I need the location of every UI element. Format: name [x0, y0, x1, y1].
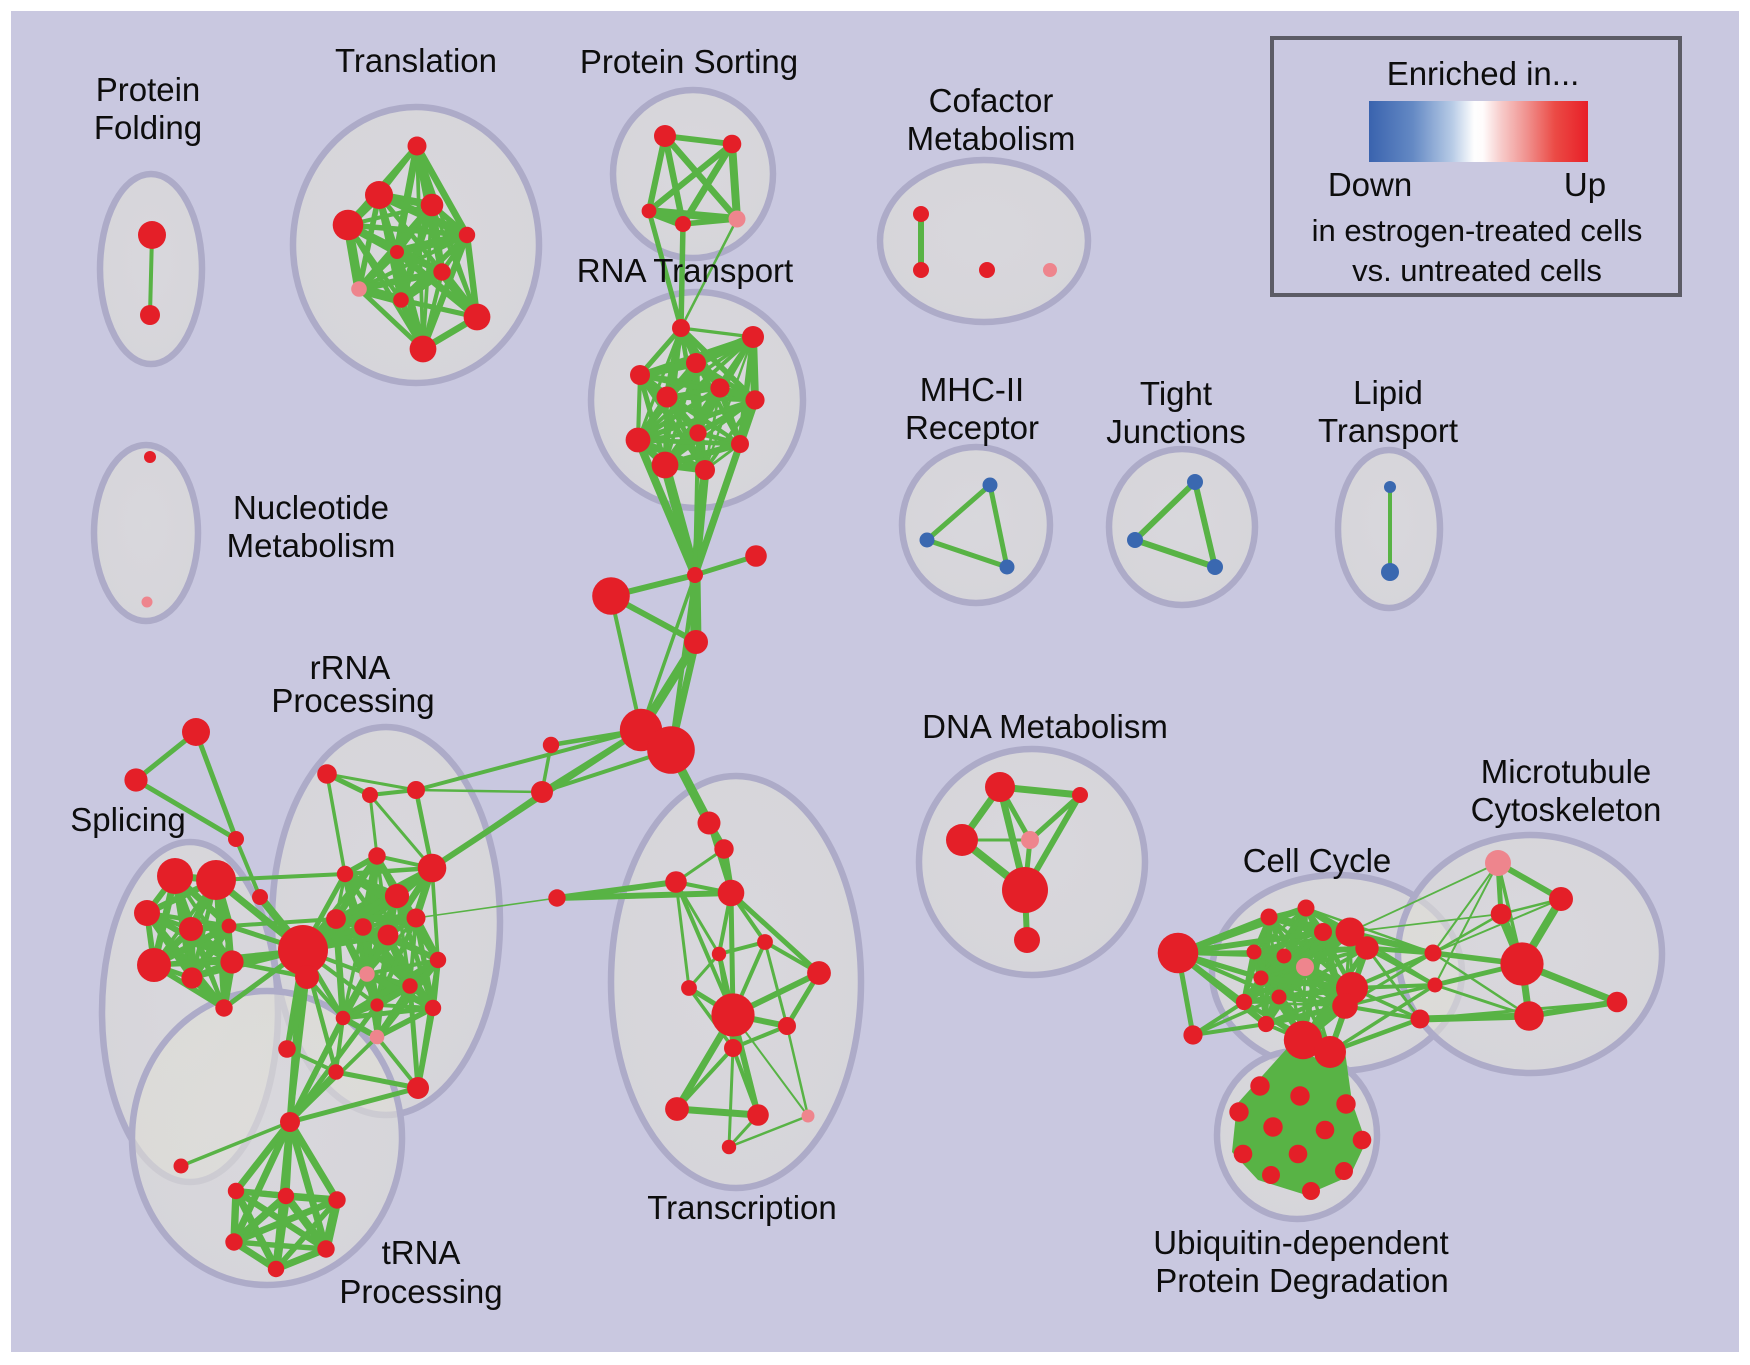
svg-text:Cytoskeleton: Cytoskeleton	[1471, 791, 1662, 828]
svg-text:Processing: Processing	[271, 682, 434, 719]
svg-text:Protein Degradation: Protein Degradation	[1155, 1262, 1449, 1299]
svg-text:Down: Down	[1328, 166, 1412, 203]
svg-text:RNA Transport: RNA Transport	[577, 252, 793, 289]
svg-text:Cell Cycle: Cell Cycle	[1243, 842, 1392, 879]
svg-text:rRNA: rRNA	[310, 649, 391, 686]
svg-text:Protein Sorting: Protein Sorting	[580, 43, 798, 80]
svg-text:MHC-II: MHC-II	[920, 371, 1024, 408]
svg-text:Metabolism: Metabolism	[227, 527, 396, 564]
svg-text:Lipid: Lipid	[1353, 374, 1423, 411]
svg-text:Nucleotide: Nucleotide	[233, 489, 389, 526]
svg-text:Folding: Folding	[94, 109, 202, 146]
svg-text:Cofactor: Cofactor	[929, 82, 1054, 119]
svg-text:Receptor: Receptor	[905, 409, 1039, 446]
svg-text:Transcription: Transcription	[647, 1189, 837, 1226]
svg-text:Microtubule: Microtubule	[1481, 753, 1652, 790]
svg-text:Metabolism: Metabolism	[907, 120, 1076, 157]
svg-text:Tight: Tight	[1140, 375, 1212, 412]
svg-text:Enriched in...: Enriched in...	[1387, 55, 1580, 92]
svg-text:Processing: Processing	[339, 1273, 502, 1310]
svg-text:vs. untreated cells: vs. untreated cells	[1352, 253, 1602, 288]
svg-text:Up: Up	[1564, 166, 1606, 203]
svg-text:in estrogen-treated cells: in estrogen-treated cells	[1312, 213, 1643, 248]
svg-text:Splicing: Splicing	[70, 801, 186, 838]
svg-text:Ubiquitin-dependent: Ubiquitin-dependent	[1153, 1224, 1448, 1261]
svg-text:Translation: Translation	[335, 42, 497, 79]
svg-text:Protein: Protein	[96, 71, 201, 108]
svg-text:Transport: Transport	[1318, 412, 1458, 449]
svg-text:DNA Metabolism: DNA Metabolism	[922, 708, 1168, 745]
svg-text:tRNA: tRNA	[382, 1234, 461, 1271]
svg-text:Junctions: Junctions	[1106, 413, 1245, 450]
